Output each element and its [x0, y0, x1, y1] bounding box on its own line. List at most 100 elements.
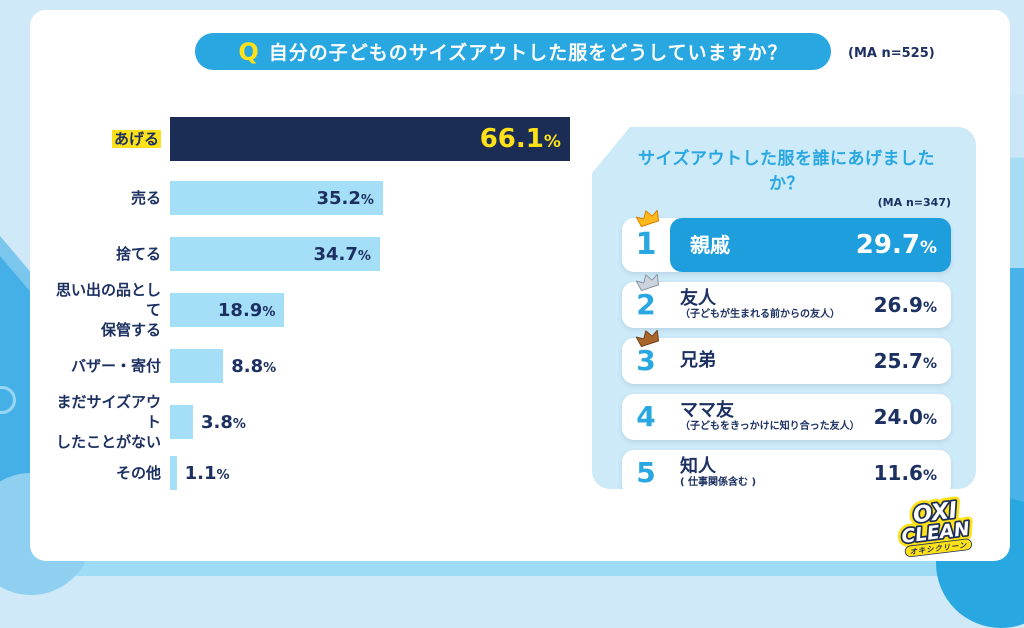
- rank-value-percent-sign: %: [922, 412, 937, 428]
- bar-value-percent-sign: %: [263, 360, 277, 376]
- bar-value-percent-sign: %: [360, 192, 374, 208]
- bar-value-number: 8.8: [231, 355, 264, 377]
- ranking-panel: サイズアウトした服を誰にあげましたか？ (MA n=347) 1 親戚 29.7…: [592, 127, 976, 489]
- bar-value: 34.7%: [313, 244, 370, 265]
- bar-value-percent-sign: %: [543, 132, 561, 152]
- bar-chart-row: バザー・寄付 8.8%: [42, 338, 607, 394]
- bar-value-percent-sign: %: [216, 467, 230, 483]
- rank-label: 友人: [680, 287, 716, 309]
- bar: 34.7%: [170, 237, 380, 271]
- bar-category-label: 思い出の品として 保管する: [55, 280, 161, 340]
- bar-value: 1.1%: [185, 463, 230, 484]
- rank-value-percent-sign: %: [919, 238, 937, 258]
- bar-area: 3.8%: [170, 394, 607, 450]
- rank-label: 兄弟: [680, 349, 716, 371]
- bar-value: 3.8%: [201, 412, 246, 433]
- bar: 18.9%: [170, 293, 285, 327]
- rank-number: 1: [635, 227, 657, 262]
- rank-number: 5: [636, 456, 656, 489]
- bar-category-label: その他: [115, 463, 161, 482]
- bar-value: 18.9%: [218, 300, 275, 321]
- ranking-row: 3 兄弟 25.7%: [622, 329, 951, 384]
- q-icon: Q: [238, 37, 259, 66]
- bar-category-label: まだサイズアウト したことがない: [55, 392, 161, 452]
- rank-label: ママ友: [680, 399, 734, 421]
- rank-content: 知人 ( 仕事関係含む ) 11.6%: [670, 450, 951, 489]
- ranking-list: 1 親戚 29.7% 2 友人 （子どもが生まれる前からの友人） 26.9% 3: [622, 209, 951, 489]
- bar-chart-row: 売る 35.2%: [42, 170, 607, 226]
- rank-body: 兄弟: [670, 349, 716, 372]
- question-title-pill: Q 自分の子どものサイズアウトした服をどうしていますか？: [195, 33, 831, 70]
- rank-value: 24.0%: [874, 405, 951, 429]
- logo-ribbon: [904, 538, 973, 558]
- bar-area: 8.8%: [170, 338, 607, 394]
- ranking-row: 1 親戚 29.7%: [622, 209, 951, 272]
- rank-value-number: 11.6: [873, 461, 923, 485]
- gold-crown-icon: [635, 209, 660, 227]
- bar-value-number: 1.1: [184, 462, 217, 484]
- question-title: 自分の子どものサイズアウトした服をどうしていますか？: [268, 42, 788, 64]
- bar-area: 1.1%: [170, 450, 607, 496]
- rank-value-number: 24.0: [873, 405, 923, 429]
- rank-content: 兄弟 25.7%: [670, 338, 951, 384]
- rank-body: 親戚: [670, 232, 730, 257]
- rank-body: 友人 （子どもが生まれる前からの友人）: [670, 287, 840, 322]
- rank-body: 知人 ( 仕事関係含む ): [670, 455, 757, 489]
- rank-sub-label: ( 仕事関係含む ): [680, 477, 757, 489]
- bar-area: 66.1%: [170, 108, 607, 170]
- rank-value-percent-sign: %: [922, 300, 937, 316]
- bronze-crown-icon: [635, 329, 660, 347]
- rank-number: 2: [636, 288, 656, 321]
- bar-value-percent-sign: %: [357, 248, 371, 264]
- rank-sub-label: （子どもをきっかけに知り合った友人）: [680, 421, 860, 433]
- bottom-wave-strip: [0, 561, 1024, 576]
- rank-content: 親戚 29.7%: [670, 218, 951, 272]
- bar-category-label: バザー・寄付: [70, 356, 161, 375]
- rank-value: 25.7%: [874, 349, 951, 373]
- rank-value-percent-sign: %: [922, 468, 937, 484]
- bar-value: 8.8%: [231, 356, 276, 377]
- rank-label: 親戚: [690, 232, 730, 257]
- bar-chart: あげる 66.1% 売る 35.2% 捨てる 34.7% 思い出の品として 保管す…: [42, 108, 607, 496]
- rank-number: 3: [636, 344, 656, 377]
- bar-value-number: 18.9: [217, 299, 263, 321]
- ranking-row: 4 ママ友 （子どもをきっかけに知り合った友人） 24.0%: [622, 394, 951, 440]
- bar-chart-row: まだサイズアウト したことがない 3.8%: [42, 392, 607, 452]
- bar-value-percent-sign: %: [232, 416, 246, 432]
- bar-area: 34.7%: [170, 226, 607, 282]
- rank-value-number: 29.7: [855, 230, 920, 260]
- oxiclean-logo: OXI CLEAN OXI CLEAN オキシクリーン: [896, 496, 976, 558]
- rank-sub-label: （子どもが生まれる前からの友人）: [680, 309, 840, 321]
- bar-category-label: あげる: [111, 129, 161, 148]
- bar-category-label: 捨てる: [115, 244, 161, 263]
- bar: 35.2%: [170, 181, 383, 215]
- sample-size-main: (MA n=525): [848, 46, 935, 61]
- bar-value-number: 66.1: [479, 124, 544, 154]
- bar-chart-row: その他 1.1%: [42, 450, 607, 496]
- rank-label: 知人: [680, 455, 716, 477]
- bar-area: 18.9%: [170, 282, 607, 338]
- bar-area: 35.2%: [170, 170, 607, 226]
- silver-crown-icon: [635, 273, 660, 291]
- bar-chart-row: 思い出の品として 保管する 18.9%: [42, 280, 607, 340]
- rank-value-number: 26.9: [873, 293, 923, 317]
- bar-value: 35.2%: [317, 188, 374, 209]
- bar-value-number: 34.7: [313, 243, 358, 265]
- bubble-ring-decoration: [0, 386, 16, 414]
- main-card: Q 自分の子どものサイズアウトした服をどうしていますか？ (MA n=525) …: [30, 10, 1010, 561]
- rank-content: ママ友 （子どもをきっかけに知り合った友人） 24.0%: [670, 394, 951, 440]
- bar-chart-row: あげる 66.1%: [42, 108, 607, 170]
- sample-size-ranking: (MA n=347): [877, 196, 951, 209]
- rank-content: 友人 （子どもが生まれる前からの友人） 26.9%: [670, 282, 951, 328]
- bar-category-label: 売る: [130, 188, 161, 207]
- bar-value: 66.1%: [480, 124, 561, 154]
- rank-value-number: 25.7: [873, 349, 923, 373]
- right-wave-band: [1008, 95, 1024, 576]
- rank-body: ママ友 （子どもをきっかけに知り合った友人）: [670, 399, 860, 434]
- rank-value-percent-sign: %: [922, 356, 937, 372]
- bar: [170, 405, 193, 439]
- bar-value-percent-sign: %: [262, 304, 276, 320]
- ranking-row: 2 友人 （子どもが生まれる前からの友人） 26.9%: [622, 273, 951, 328]
- bar: 66.1%: [170, 117, 570, 161]
- ranking-row: 5 知人 ( 仕事関係含む ) 11.6%: [622, 450, 951, 489]
